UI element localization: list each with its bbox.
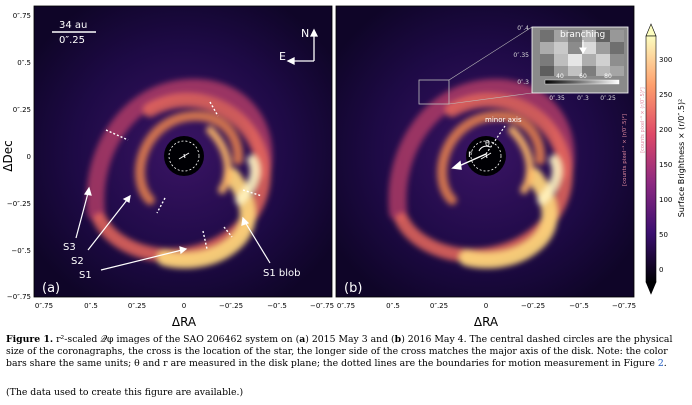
caption-text-4: . [663, 358, 667, 370]
colorbar-tick-label: 0 [659, 266, 663, 274]
compass-north-label: N [301, 27, 309, 40]
x-axis-title: ΔRA [172, 315, 197, 329]
x-tick-label: −0″.75 [310, 302, 334, 310]
x-tick-label: 0″.5 [84, 302, 98, 310]
caption-panel-a-ref: a [299, 334, 306, 345]
y-tick-label: −0″.75 [7, 293, 31, 301]
x-axis-title: ΔRA [474, 315, 499, 329]
panel-a-star-cross [178, 152, 190, 160]
inset-x-tick: 0″.35 [549, 95, 565, 102]
inset-frame [531, 26, 629, 94]
compass [286, 28, 319, 66]
panel-a-x-axis: 0″.75 0″.5 0″.25 0 −0″.25 −0″.5 −0″.75 Δ… [35, 302, 334, 329]
inset-x-tick: 0″.3 [577, 95, 589, 102]
inset-title: branching [560, 30, 605, 40]
caption-label: Figure 1. [6, 334, 54, 345]
inset-cbar-tick: 80 [604, 73, 612, 80]
caption-text-1: r²-scaled 𝒬φ images of the SAO 206462 sy… [53, 334, 300, 345]
panel-b: minor axis r θ [335, 5, 636, 329]
colorbar-top-cap [645, 23, 657, 37]
y-tick-label: −0″.25 [7, 200, 31, 208]
caption-text-3: ) 2016 May 4. The central dashed circles… [6, 334, 673, 370]
panel-b-frame [335, 5, 635, 298]
x-tick-label: 0″.75 [337, 302, 355, 310]
inset-y-tick: 0″.3 [517, 79, 529, 86]
inset-cbar-tick: 40 [556, 73, 564, 80]
figure-1: 34 au 0″.25 N E S3 S2 S1 S1 blob (a) [1, 5, 686, 329]
colorbar-gradient [645, 35, 657, 283]
data-availability-note[interactable]: (The data used to create this figure are… [6, 387, 244, 398]
colorbar-bottom-cap [645, 281, 657, 295]
x-tick-label: 0 [182, 302, 186, 310]
label-s3: S3 [63, 242, 76, 253]
y-tick-label: 0″.25 [13, 106, 31, 114]
colorbar-tick-label: 250 [659, 91, 672, 99]
caption-panel-b-ref: b [394, 334, 402, 345]
panel-a-arrows [75, 186, 271, 271]
panel-b-x-axis: 0″.75 0″.5 0″.25 0 −0″.25 −0″.5 −0″.75 Δ… [337, 302, 636, 329]
label-s1: S1 [79, 270, 92, 281]
scale-bar: 34 au 0″.25 [52, 20, 96, 46]
x-tick-label: 0″.25 [430, 302, 448, 310]
x-tick-label: 0″.25 [128, 302, 146, 310]
inset-region-box [418, 79, 450, 105]
caption-figure-link[interactable]: 2 [657, 358, 664, 370]
x-tick-label: −0″.25 [219, 302, 243, 310]
panel-a: 34 au 0″.25 N E S3 S2 S1 S1 blob (a) [1, 5, 334, 329]
caption-text-2: ) 2015 May 3 and ( [305, 334, 395, 345]
colorbar-tick-label: 100 [659, 196, 672, 204]
x-tick-label: −0″.5 [267, 302, 287, 310]
x-tick-label: −0″.25 [521, 302, 545, 310]
colorbar-tick-label: 50 [659, 231, 668, 239]
x-tick-label: 0″.5 [386, 302, 400, 310]
colorbar: 0 50 100 150 200 250 300 Surface Brightn… [640, 23, 686, 295]
colorbar-unit: [counts pixel⁻¹ × (r/0″.5)²] [640, 87, 646, 153]
colorbar-ticks: 0 50 100 150 200 250 300 [659, 56, 672, 274]
inset-cbar-unit: [counts pixel⁻¹ × (r/0″.5)²] [621, 114, 628, 186]
r-arrow [451, 153, 487, 170]
inset-colorbar [544, 79, 620, 85]
y-tick-label: 0″.75 [13, 12, 31, 20]
colorbar-tick-label: 150 [659, 161, 672, 169]
label-s2: S2 [71, 256, 84, 267]
inset-pixels [540, 30, 624, 76]
y-tick-label: 0″.5 [17, 59, 31, 67]
inset-x-tick: 0″.25 [600, 95, 616, 102]
panel-a-tag: (a) [42, 281, 60, 296]
panel-a-frame [33, 5, 333, 298]
colorbar-title: Surface Brightness × (r/0″.5)² [677, 99, 686, 218]
x-tick-label: −0″.75 [612, 302, 636, 310]
colorbar-tick-label: 300 [659, 56, 672, 64]
branching-inset: branching 40 60 80 0″.4 0″.35 0″.3 0″.35… [513, 25, 629, 186]
scale-bar-arcsec: 0″.25 [59, 35, 85, 46]
compass-east-label: E [279, 50, 286, 63]
panel-b-coronagraph-circle [470, 140, 502, 172]
x-tick-label: 0 [484, 302, 488, 310]
panel-b-disk-image [388, 26, 575, 269]
inset-arrow [579, 40, 587, 54]
panel-a-boundary-lines [105, 101, 263, 250]
minor-axis-label: minor axis [485, 116, 522, 124]
y-axis-title: ΔDec [1, 140, 15, 171]
panel-b-tag: (b) [344, 281, 362, 296]
theta-arc [478, 145, 491, 152]
panel-a-y-axis: 0″.75 0″.5 0″.25 0 −0″.25 −0″.5 −0″.75 Δ… [1, 12, 31, 301]
inset-y-tick: 0″.35 [513, 52, 529, 59]
inset-cbar-tick: 60 [579, 73, 587, 80]
panel-a-coronagraph-circle [168, 140, 200, 172]
scale-bar-au: 34 au [59, 20, 87, 31]
theta-label: θ [485, 139, 490, 148]
x-tick-label: 0″.75 [35, 302, 53, 310]
r-label: r [468, 149, 473, 160]
inset-y-tick: 0″.4 [517, 25, 529, 32]
label-s1-blob: S1 blob [263, 268, 300, 279]
y-tick-label: 0 [27, 153, 31, 161]
y-tick-label: −0″.5 [11, 247, 31, 255]
colorbar-tick-label: 200 [659, 126, 672, 134]
figure-caption: Figure 1. r²-scaled 𝒬φ images of the SAO… [6, 334, 690, 371]
panel-a-disk-image [86, 78, 273, 269]
minor-axis-line [485, 125, 506, 155]
x-tick-label: −0″.5 [569, 302, 589, 310]
